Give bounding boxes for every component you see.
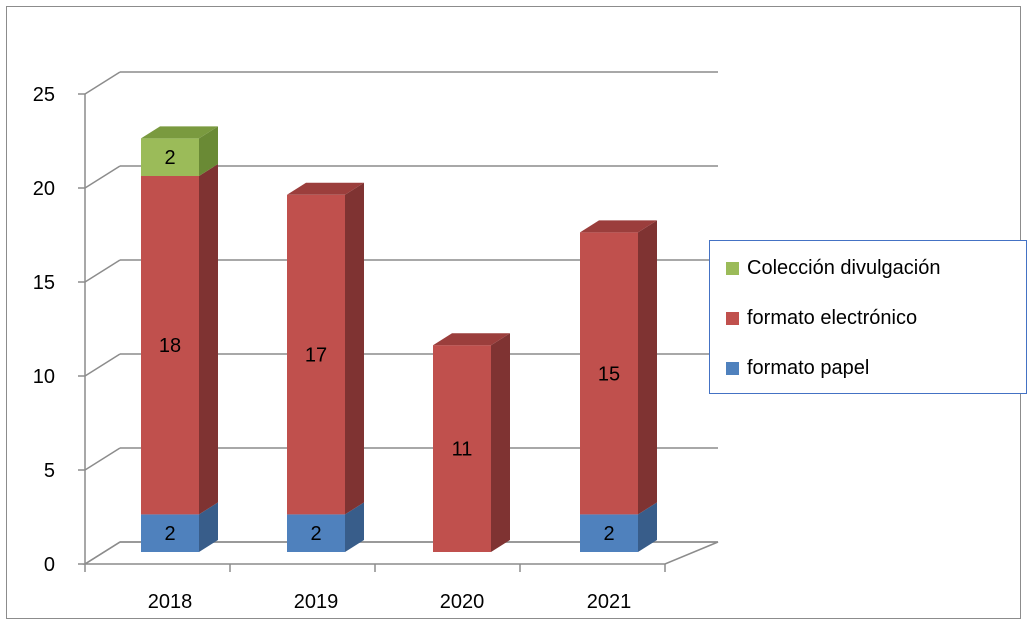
floor-outline bbox=[82, 541, 719, 565]
bar-top bbox=[580, 220, 657, 233]
gridline-diagonal bbox=[84, 353, 121, 377]
y-tick-label: 20 bbox=[33, 178, 55, 200]
data-label: 18 bbox=[159, 335, 181, 357]
data-label: 11 bbox=[452, 439, 473, 461]
bar-segment bbox=[287, 194, 345, 515]
legend-item-formato-electronico: formato electrónico bbox=[710, 305, 917, 331]
bar-top bbox=[141, 126, 218, 139]
bar-segment bbox=[141, 514, 199, 552]
bar-segment bbox=[580, 514, 638, 552]
legend-item-formato-papel: formato papel bbox=[710, 355, 869, 381]
x-tick-label: 2018 bbox=[148, 591, 193, 613]
data-label: 2 bbox=[164, 147, 175, 169]
x-tick-label: 2021 bbox=[587, 591, 632, 613]
data-label: 2 bbox=[603, 523, 614, 545]
legend-label: Colección divulgación bbox=[747, 256, 941, 279]
bar-segment bbox=[433, 345, 491, 552]
bar-side bbox=[638, 502, 657, 552]
bar-side bbox=[345, 502, 364, 552]
legend-swatch bbox=[726, 361, 739, 375]
bar-side bbox=[199, 126, 218, 176]
data-label: 2 bbox=[310, 523, 321, 545]
data-label: 2 bbox=[164, 523, 175, 545]
bar-top bbox=[433, 333, 510, 346]
gridline-diagonal bbox=[84, 447, 121, 471]
legend-swatch bbox=[726, 261, 739, 275]
legend-swatch bbox=[726, 311, 739, 325]
bar-segment bbox=[580, 232, 638, 515]
y-tick-label: 15 bbox=[33, 272, 55, 294]
y-tick-label: 5 bbox=[44, 460, 55, 482]
bar-segment bbox=[141, 138, 199, 176]
bar-side bbox=[638, 220, 657, 515]
legend-item-coleccion-divulgacion: Colección divulgación bbox=[710, 255, 940, 281]
gridline-diagonal bbox=[84, 165, 121, 189]
x-tick-label: 2019 bbox=[294, 591, 339, 613]
bar-side bbox=[199, 164, 218, 515]
gridline-diagonal bbox=[84, 259, 121, 283]
bar-segment bbox=[141, 176, 199, 515]
data-labels: 2 18 2 2 17 11 2 15 bbox=[159, 147, 620, 545]
legend: Colección divulgación formato electrónic… bbox=[709, 240, 1027, 394]
bar-side bbox=[345, 182, 364, 515]
bar-side bbox=[199, 502, 218, 552]
axes: 0 5 10 15 20 25 2018 2019 2020 2021 bbox=[33, 84, 719, 613]
bars bbox=[141, 126, 657, 552]
y-tick-label: 10 bbox=[33, 366, 55, 388]
legend-label: formato papel bbox=[747, 356, 870, 379]
y-tick-label: 25 bbox=[33, 84, 55, 106]
x-tick-label: 2020 bbox=[440, 591, 485, 613]
y-tick-label: 0 bbox=[44, 554, 55, 576]
bar-side bbox=[491, 333, 510, 552]
data-label: 17 bbox=[305, 345, 327, 367]
gridline-diagonal bbox=[84, 71, 121, 95]
data-label: 15 bbox=[598, 363, 620, 385]
legend-label: formato electrónico bbox=[747, 306, 918, 329]
bar-top bbox=[287, 182, 364, 195]
bar-segment bbox=[287, 514, 345, 552]
